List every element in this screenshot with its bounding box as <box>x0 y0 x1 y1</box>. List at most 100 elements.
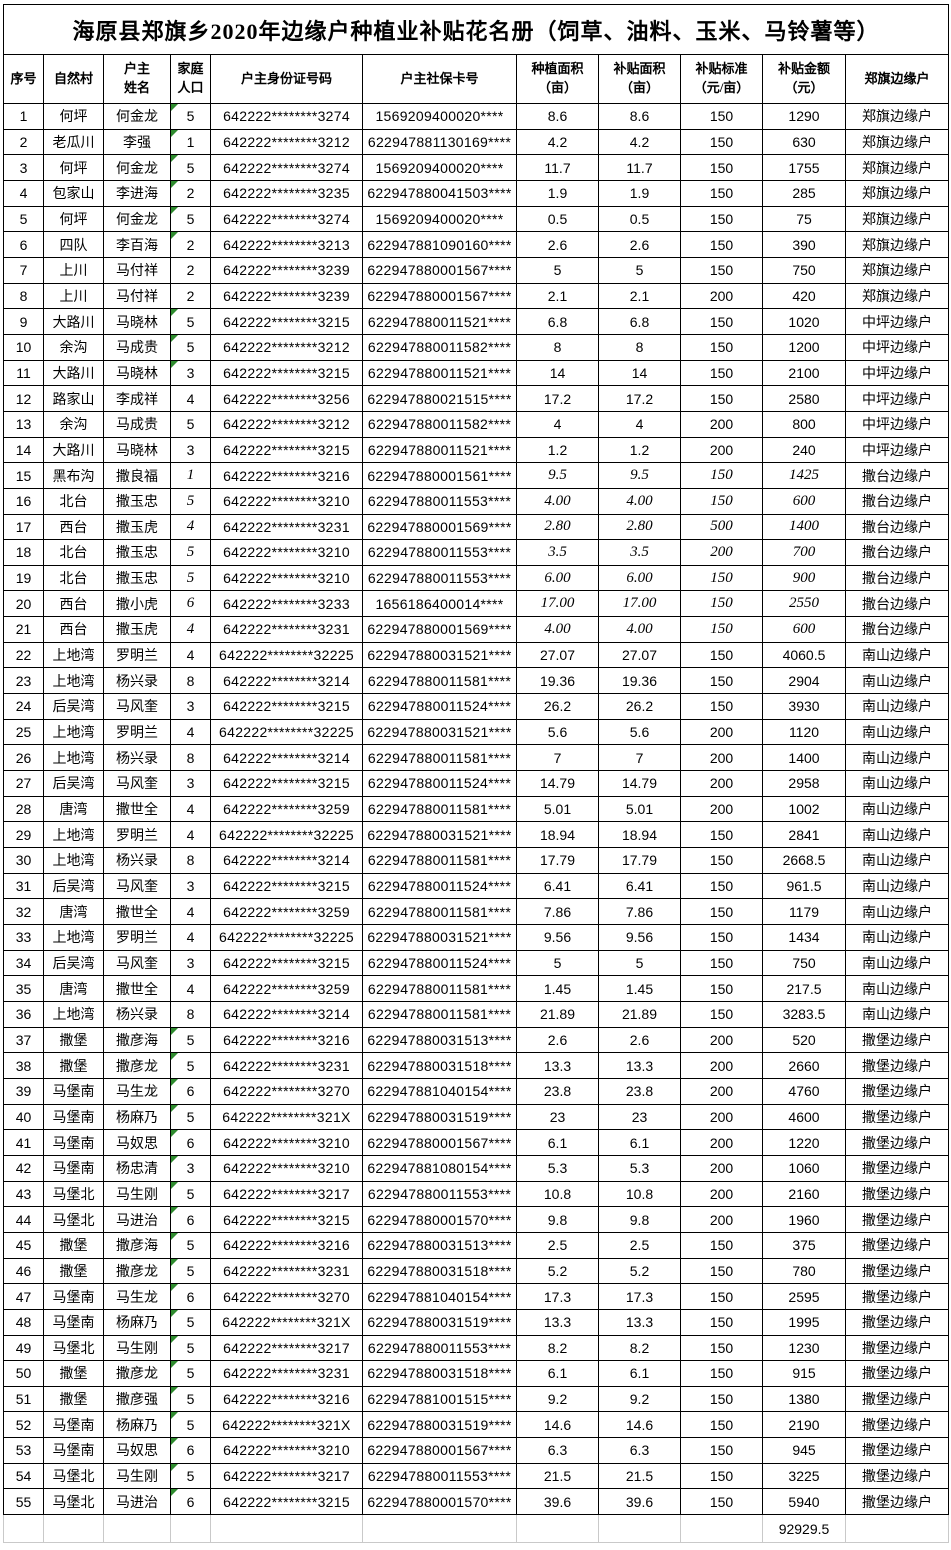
cell-seq[interactable]: 51 <box>3 1385 44 1413</box>
cell-group[interactable]: 南山边缘户 <box>844 795 950 823</box>
col-header-group[interactable]: 郑旗边缘户 <box>844 54 950 104</box>
cell-seq[interactable]: 4 <box>3 179 44 207</box>
cell-village[interactable]: 撒堡 <box>43 1257 104 1285</box>
cell-group[interactable]: 撒台边缘户 <box>844 462 950 489</box>
cell-rate[interactable]: 200 <box>680 1077 763 1105</box>
cell-pop[interactable]: 6 <box>170 1077 211 1105</box>
cell-seq[interactable]: 21 <box>3 616 44 643</box>
cell-subsidy-area[interactable]: 0.5 <box>598 205 681 233</box>
cell-card[interactable]: 622947881090160**** <box>362 231 517 258</box>
cell-amount[interactable]: 600 <box>762 487 846 515</box>
cell-subsidy-area[interactable]: 17.79 <box>598 847 681 874</box>
col-header-village[interactable]: 自然村 <box>43 54 104 104</box>
cell-id[interactable]: 642222********3270 <box>210 1283 363 1310</box>
cell-village[interactable]: 马堡南 <box>43 1283 104 1310</box>
cell-name[interactable]: 马晓林 <box>103 308 171 335</box>
cell-seq[interactable]: 29 <box>3 821 44 849</box>
cell-name[interactable]: 撒世全 <box>103 795 171 823</box>
cell-subsidy-area[interactable]: 2.1 <box>598 282 681 310</box>
cell-id[interactable]: 642222********3239 <box>210 256 363 284</box>
cell-rate[interactable]: 150 <box>680 821 763 849</box>
cell-name[interactable]: 马成贵 <box>103 333 171 361</box>
cell-rate[interactable]: 150 <box>680 1385 763 1413</box>
cell-amount[interactable]: 5940 <box>762 1488 846 1516</box>
cell-amount[interactable]: 2660 <box>762 1052 846 1079</box>
cell-id[interactable]: 642222********3274 <box>210 205 363 233</box>
cell-name[interactable]: 杨麻乃 <box>103 1411 171 1439</box>
cell-card[interactable]: 622947880001567**** <box>362 1129 517 1156</box>
cell-subsidy-area[interactable]: 4.00 <box>598 616 681 643</box>
cell-area[interactable]: 14.79 <box>516 770 599 797</box>
cell-rate[interactable]: 150 <box>680 872 763 900</box>
cell-subsidy-area[interactable]: 26.2 <box>598 693 681 720</box>
cell-id[interactable]: 642222********3215 <box>210 770 363 797</box>
cell-amount[interactable]: 4060.5 <box>762 641 846 669</box>
cell-subsidy-area[interactable]: 5 <box>598 949 681 977</box>
cell-pop[interactable]: 5 <box>170 333 211 361</box>
cell-subsidy-area[interactable]: 17.3 <box>598 1283 681 1310</box>
cell-seq[interactable]: 37 <box>3 1026 44 1054</box>
cell-amount[interactable]: 1380 <box>762 1385 846 1413</box>
cell-rate[interactable]: 150 <box>680 487 763 515</box>
cell-rate[interactable]: 200 <box>680 539 763 566</box>
cell-name[interactable]: 杨忠清 <box>103 1154 171 1182</box>
cell-group[interactable]: 南山边缘户 <box>844 641 950 669</box>
cell-id[interactable]: 642222********3235 <box>210 179 363 207</box>
cell-subsidy-area[interactable]: 14 <box>598 359 681 387</box>
cell-subsidy-area[interactable]: 4 <box>598 410 681 438</box>
cell-card[interactable]: 1569209400020**** <box>362 154 517 181</box>
cell-rate[interactable]: 150 <box>680 616 763 643</box>
cell-group[interactable]: 南山边缘户 <box>844 898 950 925</box>
cell-area[interactable]: 5 <box>516 949 599 977</box>
cell-group[interactable]: 撒台边缘户 <box>844 590 950 618</box>
cell-pop[interactable]: 3 <box>170 770 211 797</box>
cell-seq[interactable]: 41 <box>3 1129 44 1156</box>
cell-amount[interactable]: 1400 <box>762 744 846 772</box>
cell-amount[interactable]: 217.5 <box>762 975 846 1002</box>
cell-area[interactable]: 2.6 <box>516 231 599 258</box>
cell-amount[interactable]: 3930 <box>762 693 846 720</box>
cell-subsidy-area[interactable]: 27.07 <box>598 641 681 669</box>
cell-subsidy-area[interactable]: 7 <box>598 744 681 772</box>
cell-subsidy-area[interactable]: 6.3 <box>598 1437 681 1464</box>
cell-amount[interactable]: 420 <box>762 282 846 310</box>
cell-amount[interactable]: 1220 <box>762 1129 846 1156</box>
cell-group[interactable]: 郑旗边缘户 <box>844 128 950 156</box>
cell-id[interactable]: 642222********3233 <box>210 590 363 618</box>
cell-group[interactable]: 郑旗边缘户 <box>844 282 950 310</box>
cell-id[interactable]: 642222********3212 <box>210 128 363 156</box>
cell-seq[interactable]: 42 <box>3 1154 44 1182</box>
cell-id[interactable]: 642222********321X <box>210 1103 363 1131</box>
cell-village[interactable]: 包家山 <box>43 179 104 207</box>
cell-area[interactable]: 1.45 <box>516 975 599 1002</box>
cell-card[interactable]: 622947880011553**** <box>362 1462 517 1490</box>
cell-area[interactable]: 6.8 <box>516 308 599 335</box>
cell-group[interactable]: 中坪边缘户 <box>844 410 950 438</box>
cell-village[interactable]: 上地湾 <box>43 1000 104 1028</box>
cell-pop[interactable]: 5 <box>170 1103 211 1131</box>
cell-pop[interactable]: 4 <box>170 641 211 669</box>
cell-subsidy-area[interactable]: 13.3 <box>598 1052 681 1079</box>
cell-id[interactable]: 642222********321X <box>210 1308 363 1336</box>
cell-card[interactable]: 622947880031518**** <box>362 1052 517 1079</box>
cell-amount[interactable]: 1020 <box>762 308 846 335</box>
cell-seq[interactable]: 8 <box>3 282 44 310</box>
cell-name[interactable]: 撒玉虎 <box>103 513 171 541</box>
cell-name[interactable]: 撒彦海 <box>103 1026 171 1054</box>
cell-amount[interactable]: 1755 <box>762 154 846 181</box>
total-empty-cell[interactable] <box>170 1514 211 1544</box>
cell-rate[interactable]: 150 <box>680 103 763 130</box>
cell-id[interactable]: 642222********3259 <box>210 975 363 1002</box>
cell-seq[interactable]: 16 <box>3 487 44 515</box>
col-header-card[interactable]: 户主社保卡号 <box>362 54 517 104</box>
cell-seq[interactable]: 30 <box>3 847 44 874</box>
total-empty-cell[interactable] <box>680 1514 763 1544</box>
cell-amount[interactable]: 2841 <box>762 821 846 849</box>
cell-name[interactable]: 马进治 <box>103 1206 171 1233</box>
cell-area[interactable]: 6.3 <box>516 1437 599 1464</box>
cell-rate[interactable]: 150 <box>680 359 763 387</box>
cell-village[interactable]: 西台 <box>43 513 104 541</box>
cell-village[interactable]: 马堡南 <box>43 1103 104 1131</box>
cell-name[interactable]: 李进海 <box>103 179 171 207</box>
cell-name[interactable]: 撒良福 <box>103 462 171 489</box>
